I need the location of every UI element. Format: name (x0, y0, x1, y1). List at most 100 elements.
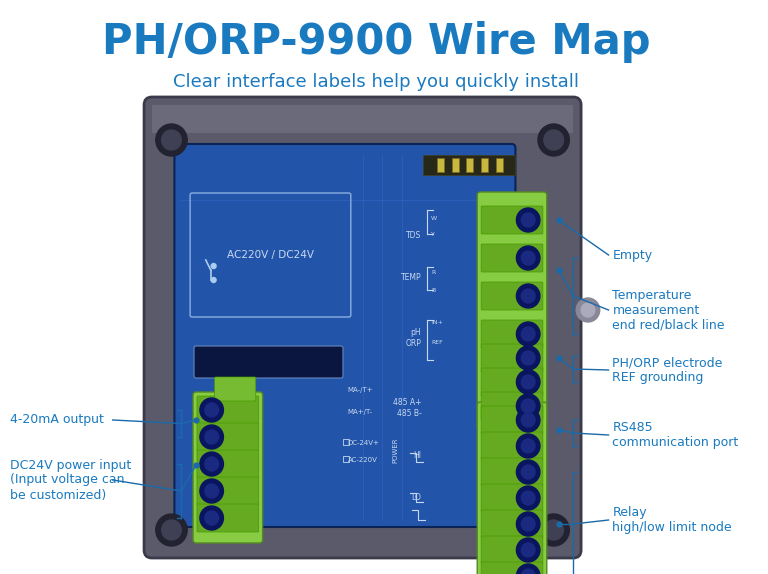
FancyBboxPatch shape (197, 477, 259, 505)
FancyBboxPatch shape (214, 377, 256, 401)
Circle shape (211, 277, 216, 282)
Circle shape (516, 512, 540, 536)
Text: TEMP: TEMP (401, 273, 422, 282)
FancyBboxPatch shape (481, 282, 543, 310)
Text: B: B (431, 288, 435, 293)
Circle shape (521, 251, 535, 265)
Circle shape (521, 327, 535, 341)
Circle shape (200, 479, 223, 503)
Circle shape (516, 564, 540, 574)
Text: RS485
communication port: RS485 communication port (612, 421, 739, 449)
Bar (343, 439, 349, 445)
FancyBboxPatch shape (197, 396, 259, 424)
FancyBboxPatch shape (197, 450, 259, 478)
Circle shape (211, 263, 216, 269)
Text: pH
ORP: pH ORP (406, 328, 422, 348)
Circle shape (200, 506, 223, 530)
Bar (152, 105, 573, 133)
Circle shape (200, 425, 223, 449)
FancyBboxPatch shape (477, 192, 547, 428)
Circle shape (521, 439, 535, 453)
Circle shape (516, 460, 540, 484)
Text: DC24V power input
(Input voltage can
be customized): DC24V power input (Input voltage can be … (10, 459, 131, 502)
Text: Clear interface labels help you quickly install: Clear interface labels help you quickly … (174, 73, 579, 91)
Circle shape (544, 130, 564, 150)
Circle shape (516, 370, 540, 394)
Text: Temperature
measurement
end red/black line: Temperature measurement end red/black li… (612, 289, 725, 332)
Text: LO: LO (412, 494, 422, 502)
Circle shape (205, 403, 219, 417)
Circle shape (516, 322, 540, 346)
Text: MA-/T+: MA-/T+ (348, 387, 373, 393)
Text: IN+: IN+ (431, 320, 443, 324)
Bar (437, 158, 444, 172)
Text: Relay
high/low limit node: Relay high/low limit node (612, 506, 732, 534)
Text: Empty: Empty (612, 249, 653, 262)
Text: AC220V / DC24V: AC220V / DC24V (227, 250, 314, 260)
Circle shape (205, 484, 219, 498)
Circle shape (521, 351, 535, 365)
Circle shape (521, 491, 535, 505)
FancyBboxPatch shape (481, 368, 543, 396)
FancyBboxPatch shape (194, 346, 343, 378)
Circle shape (516, 434, 540, 458)
Circle shape (538, 514, 569, 546)
FancyBboxPatch shape (481, 392, 543, 420)
Text: DC-24V+: DC-24V+ (348, 440, 379, 446)
Circle shape (581, 303, 594, 317)
Circle shape (521, 375, 535, 389)
FancyBboxPatch shape (477, 402, 547, 574)
Text: PH/ORP-9900 Wire Map: PH/ORP-9900 Wire Map (102, 21, 650, 63)
Circle shape (576, 298, 600, 322)
Circle shape (516, 394, 540, 418)
Circle shape (156, 514, 187, 546)
Bar (466, 158, 473, 172)
Circle shape (162, 130, 181, 150)
FancyBboxPatch shape (144, 97, 581, 558)
Circle shape (516, 346, 540, 370)
Circle shape (516, 408, 540, 432)
Text: HI: HI (413, 451, 422, 460)
FancyBboxPatch shape (174, 144, 515, 527)
FancyBboxPatch shape (481, 562, 543, 574)
FancyBboxPatch shape (481, 432, 543, 460)
Circle shape (516, 246, 540, 270)
Text: Y: Y (431, 231, 435, 236)
Text: 4-20mA output: 4-20mA output (10, 413, 104, 426)
Circle shape (521, 213, 535, 227)
Text: TDS: TDS (406, 231, 422, 239)
Circle shape (521, 289, 535, 303)
Text: R: R (431, 270, 435, 274)
FancyBboxPatch shape (197, 504, 259, 532)
FancyBboxPatch shape (481, 244, 543, 272)
Bar (481, 158, 488, 172)
Circle shape (521, 465, 535, 479)
Circle shape (205, 511, 219, 525)
FancyBboxPatch shape (197, 423, 259, 451)
Bar (496, 158, 503, 172)
FancyBboxPatch shape (481, 344, 543, 372)
Circle shape (521, 569, 535, 574)
Circle shape (521, 399, 535, 413)
Text: POWER: POWER (392, 437, 398, 463)
Bar (343, 456, 349, 462)
Text: W: W (431, 215, 437, 220)
Text: AC-220V: AC-220V (348, 457, 378, 463)
Circle shape (521, 517, 535, 531)
Text: REF: REF (431, 339, 443, 344)
Circle shape (516, 538, 540, 562)
Circle shape (162, 520, 181, 540)
Bar (423, 155, 515, 175)
Circle shape (200, 452, 223, 476)
Circle shape (205, 457, 219, 471)
FancyBboxPatch shape (481, 206, 543, 234)
Circle shape (521, 543, 535, 557)
FancyBboxPatch shape (481, 458, 543, 486)
Bar (452, 158, 458, 172)
FancyBboxPatch shape (481, 484, 543, 512)
Circle shape (205, 430, 219, 444)
FancyBboxPatch shape (481, 536, 543, 564)
Circle shape (200, 398, 223, 422)
FancyBboxPatch shape (481, 510, 543, 538)
Circle shape (516, 486, 540, 510)
